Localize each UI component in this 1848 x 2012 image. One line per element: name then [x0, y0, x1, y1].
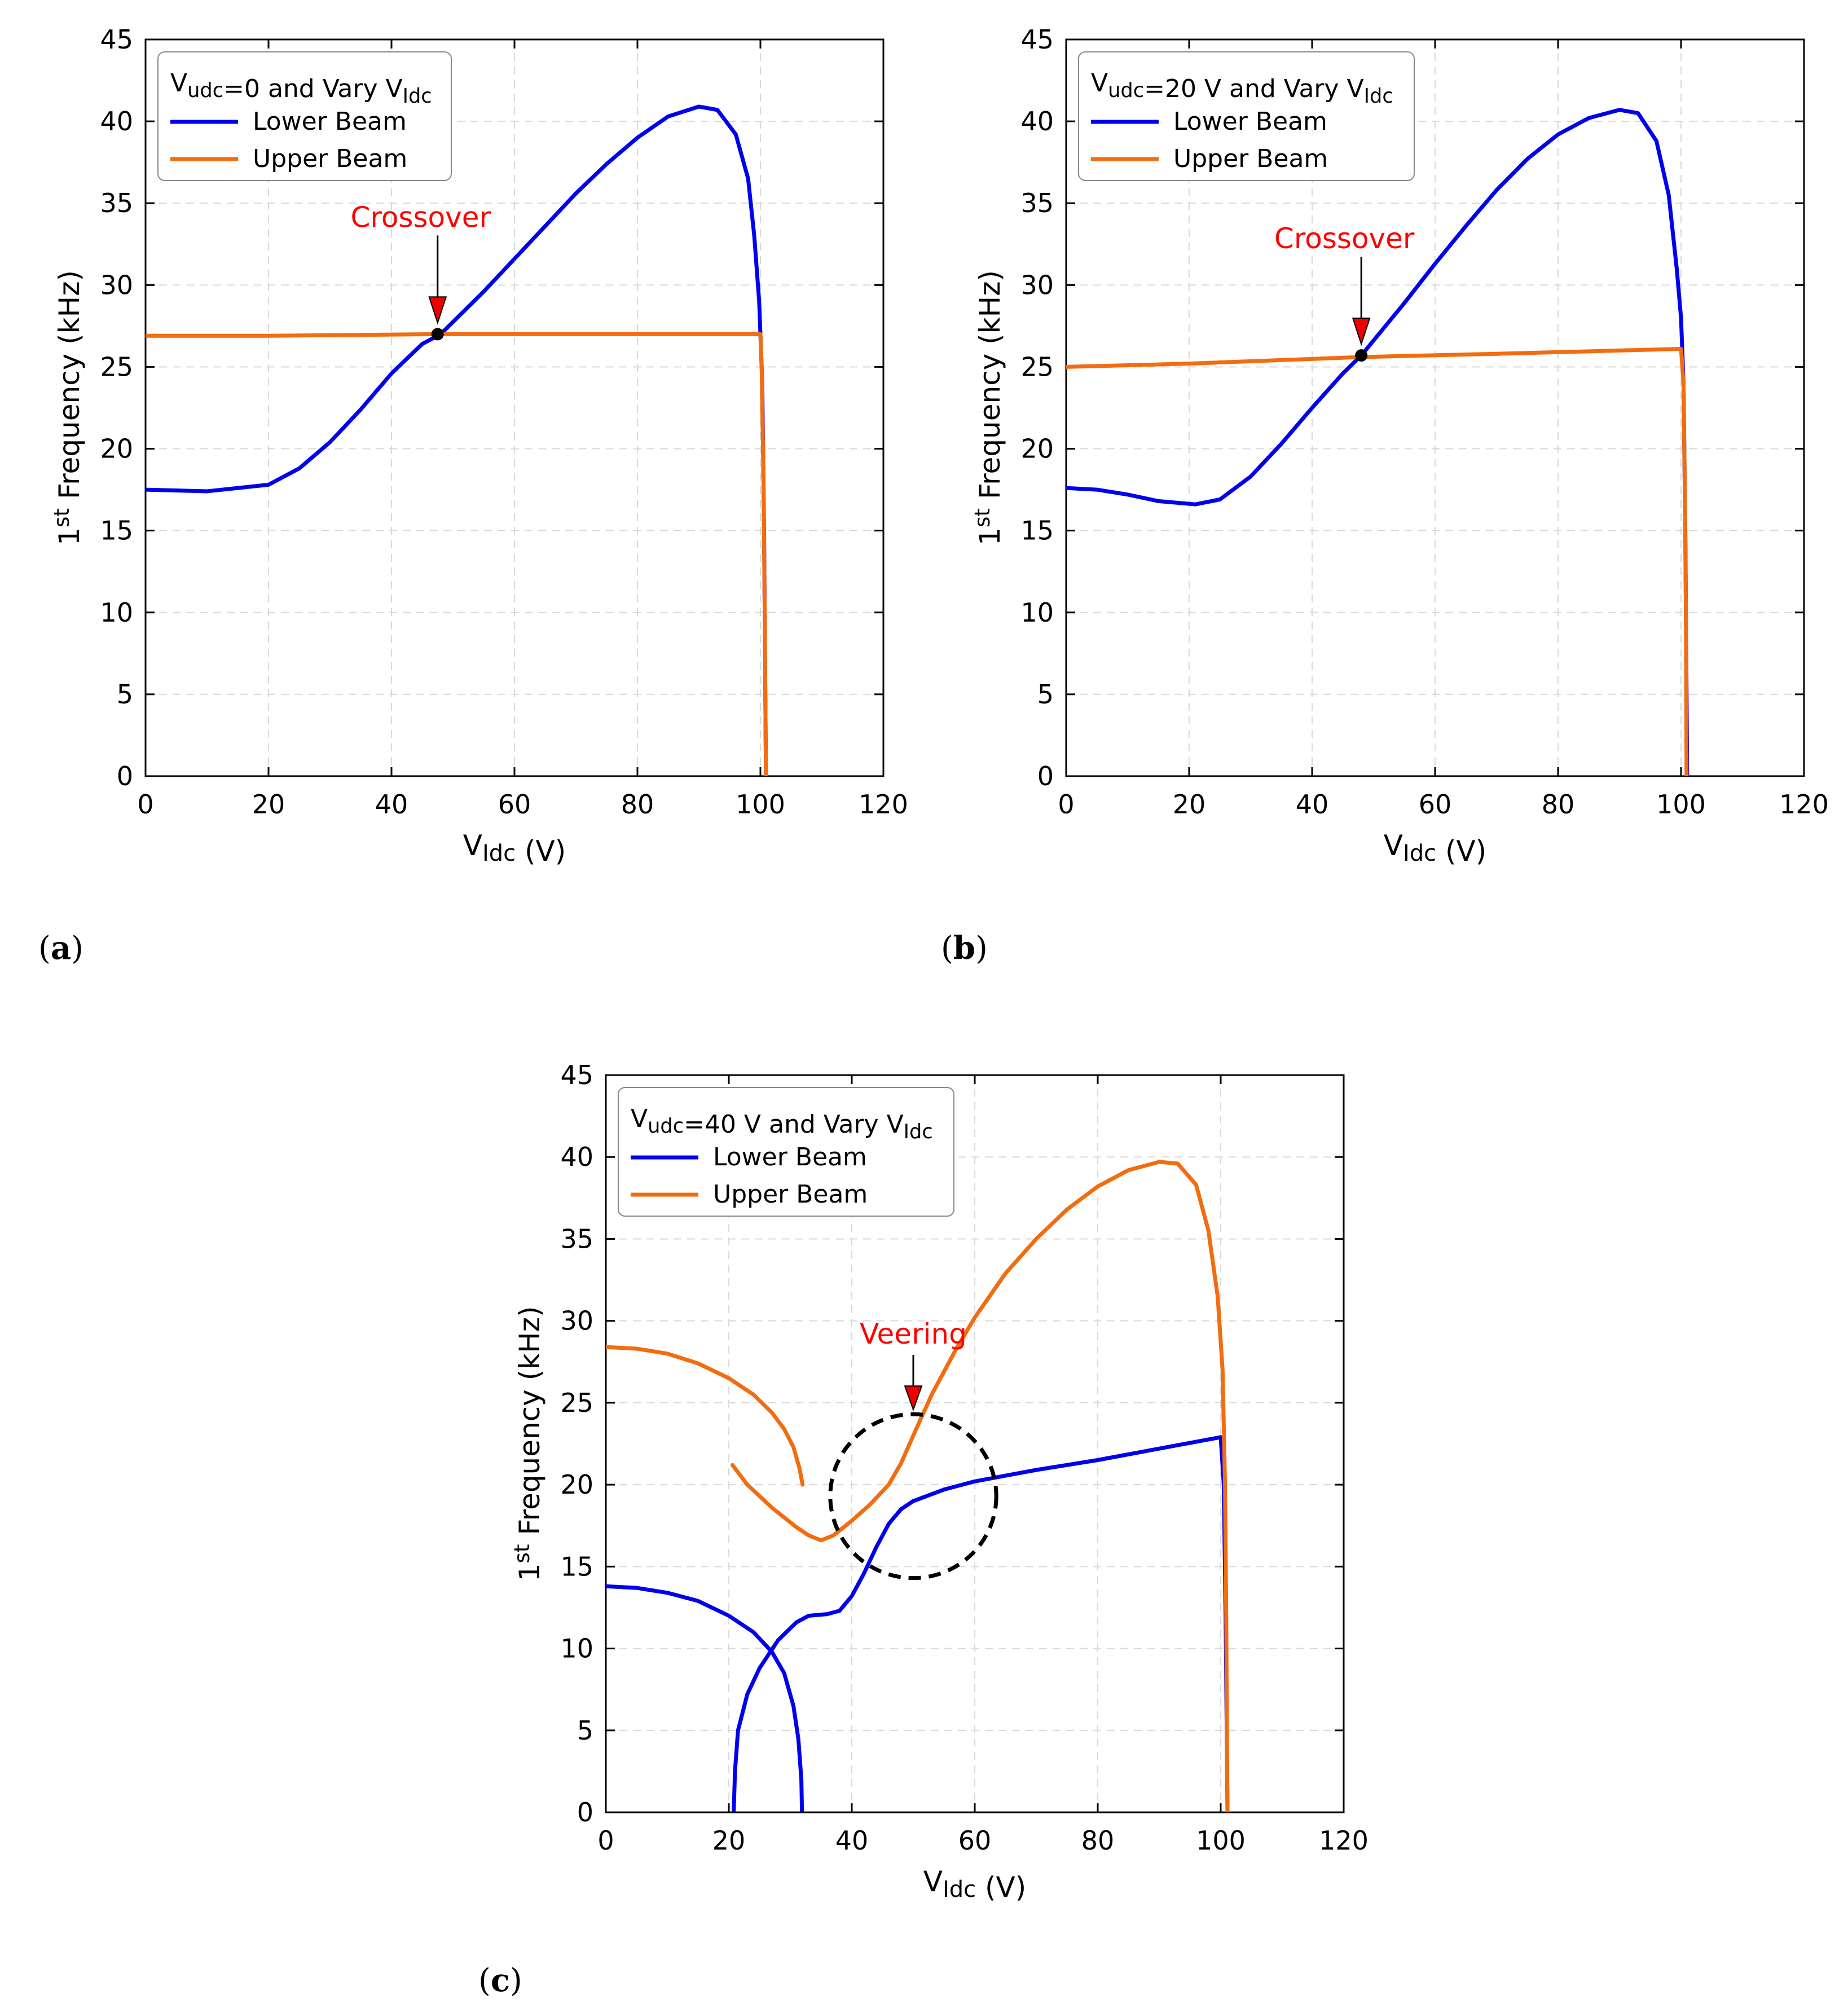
- y-tick-label: 25: [1020, 351, 1054, 382]
- annotation-arrowhead: [428, 296, 447, 325]
- legend-entry-label: Upper Beam: [253, 144, 407, 173]
- legend-entry-label: Upper Beam: [713, 1180, 868, 1209]
- x-axis-label: VIdc (V): [923, 1865, 1027, 1904]
- series-line-upper-beam: [1066, 347, 1689, 776]
- x-tick-label: 40: [1296, 789, 1329, 820]
- y-tick-label: 10: [560, 1634, 593, 1664]
- x-tick-label: 40: [375, 789, 408, 820]
- y-tick-label: 0: [577, 1797, 593, 1828]
- x-tick-label: 100: [1196, 1825, 1246, 1856]
- x-tick-label: 60: [1419, 789, 1452, 820]
- annotation-label: Crossover: [1274, 222, 1415, 255]
- y-tick-label: 45: [1020, 24, 1054, 55]
- x-tick-label: 40: [835, 1825, 869, 1856]
- annotation-label: Veering: [860, 1318, 967, 1350]
- legend-entry-label: Lower Beam: [713, 1143, 867, 1172]
- legend-title: Vudc=0 and Vary VIdc: [170, 69, 432, 108]
- series-line-lower-beam: [1066, 108, 1689, 776]
- y-tick-label: 25: [560, 1388, 593, 1418]
- x-tick-label: 80: [1081, 1825, 1115, 1856]
- y-tick-label: 20: [1020, 434, 1054, 464]
- series-line-lower-beam: [146, 104, 768, 776]
- legend-box: [618, 1087, 954, 1217]
- y-tick-label: 35: [100, 188, 133, 218]
- x-tick-label: 100: [1656, 789, 1706, 820]
- x-tick-label: 0: [1058, 789, 1074, 820]
- x-tick-label: 120: [1319, 1825, 1369, 1856]
- x-axis-label: VIdc (V): [1384, 829, 1487, 868]
- panel-label: (c): [478, 1962, 522, 1999]
- legend-box: [1078, 51, 1415, 181]
- x-tick-label: 120: [1779, 789, 1829, 820]
- veering-circle: [828, 1412, 998, 1580]
- chart-panel-b: 0 20 40 60 80 100 120 0 5 10 15 20 25 30 35 40 45 VIdc (V…: [941, 24, 1829, 967]
- chart-panel-c: 0 20 40 60 80 100 120 0 5 10 15 20 25 30 35 40 45 VIdc (V…: [478, 1060, 1369, 1999]
- x-tick-label: 20: [712, 1825, 746, 1856]
- annotation-label: Crossover: [350, 201, 491, 234]
- annotation-arrowhead: [1352, 318, 1371, 346]
- y-tick-label: 10: [100, 597, 133, 628]
- annotation-arrowhead: [904, 1385, 923, 1412]
- y-tick-label: 15: [560, 1551, 593, 1582]
- x-tick-label: 80: [621, 789, 654, 820]
- y-tick-label: 15: [1020, 516, 1054, 546]
- y-tick-label: 20: [100, 434, 133, 464]
- y-tick-label: 35: [1020, 188, 1054, 218]
- series-line-lower-beam: [732, 1435, 1230, 1812]
- y-axis-label: 1st Frequency (kHz): [970, 270, 1006, 545]
- x-tick-label: 20: [252, 789, 285, 820]
- panel-label: (b): [941, 930, 988, 967]
- x-tick-label: 0: [137, 789, 153, 820]
- x-axis-label: VIdc (V): [463, 829, 566, 868]
- x-tick-label: 100: [736, 789, 785, 820]
- legend-box: [157, 51, 452, 181]
- series-line-upper-beam: [731, 1160, 1230, 1812]
- y-tick-label: 20: [560, 1469, 593, 1500]
- y-tick-label: 5: [1037, 679, 1054, 710]
- y-tick-label: 40: [1020, 106, 1054, 137]
- y-tick-label: 45: [560, 1060, 593, 1090]
- legend-title: Vudc=40 V and Vary VIdc: [631, 1104, 933, 1143]
- series-line-lower-beam: [606, 1584, 804, 1812]
- chart-panel-a: 0 20 40 60 80 100 120 0 5 10 15 20 25 30 35 40 45 VIdc (V…: [38, 24, 908, 967]
- y-axis-label: 1st Frequency (kHz): [509, 1306, 546, 1582]
- y-tick-label: 5: [117, 679, 133, 710]
- y-tick-label: 30: [100, 270, 133, 300]
- y-tick-label: 10: [1020, 597, 1054, 628]
- series-line-upper-beam: [146, 332, 768, 776]
- y-tick-label: 40: [560, 1142, 593, 1172]
- legend-entry-label: Lower Beam: [1173, 107, 1327, 136]
- x-tick-label: 20: [1173, 789, 1206, 820]
- legend-title: Vudc=20 V and Vary VIdc: [1091, 69, 1393, 108]
- x-tick-label: 60: [958, 1825, 992, 1856]
- legend-entry-label: Upper Beam: [1173, 144, 1328, 173]
- x-tick-label: 120: [859, 789, 908, 820]
- x-tick-label: 60: [498, 789, 531, 820]
- series-line-upper-beam: [606, 1345, 805, 1487]
- y-tick-label: 15: [100, 516, 133, 546]
- legend-entry-label: Lower Beam: [253, 107, 407, 136]
- y-tick-label: 0: [117, 761, 133, 791]
- crossover-point: [431, 328, 444, 341]
- x-tick-label: 0: [597, 1825, 614, 1856]
- panel-label: (a): [38, 930, 83, 967]
- y-axis-label: 1st Frequency (kHz): [49, 270, 86, 545]
- y-tick-label: 40: [100, 106, 133, 137]
- x-tick-label: 80: [1542, 789, 1575, 820]
- crossover-point: [1355, 349, 1368, 362]
- y-tick-label: 0: [1037, 761, 1054, 791]
- y-tick-label: 30: [1020, 270, 1054, 300]
- y-tick-label: 5: [577, 1715, 593, 1746]
- y-tick-label: 30: [560, 1306, 593, 1336]
- y-tick-label: 45: [100, 24, 133, 55]
- y-tick-label: 25: [100, 351, 133, 382]
- y-tick-label: 35: [560, 1223, 593, 1254]
